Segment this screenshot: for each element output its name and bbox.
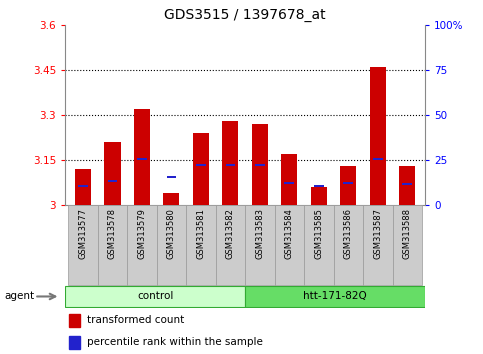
Bar [196,164,206,166]
Text: percentile rank within the sample: percentile rank within the sample [87,337,263,348]
Text: transformed count: transformed count [87,315,184,325]
Bar [334,205,363,285]
Bar [393,205,422,285]
Bar [104,142,120,205]
Bar [75,169,91,205]
Bar [69,314,80,327]
Text: GSM313582: GSM313582 [226,208,235,258]
Bar [108,180,117,182]
Text: htt-171-82Q: htt-171-82Q [303,291,367,302]
Bar [127,205,156,285]
Bar [284,182,294,184]
Bar [65,286,245,307]
Bar [252,124,268,205]
Text: agent: agent [5,291,35,302]
Bar [69,336,80,349]
Bar [373,158,383,160]
Text: GSM313586: GSM313586 [344,208,353,259]
Bar [167,176,176,178]
Bar [137,158,147,160]
Bar [255,164,265,166]
Text: control: control [137,291,173,302]
Text: GSM313577: GSM313577 [78,208,87,259]
Title: GDS3515 / 1397678_at: GDS3515 / 1397678_at [164,8,326,22]
Text: GSM313578: GSM313578 [108,208,117,259]
Bar [222,121,239,205]
Bar [399,166,415,205]
Bar [68,205,98,285]
Bar [215,205,245,285]
Bar [314,185,324,187]
Bar [363,205,393,285]
Text: GSM313580: GSM313580 [167,208,176,258]
Bar [402,183,412,185]
Bar [281,154,298,205]
Text: GSM313584: GSM313584 [285,208,294,258]
Bar [193,133,209,205]
Text: GSM313579: GSM313579 [137,208,146,258]
Bar [370,67,386,205]
Text: GSM313581: GSM313581 [197,208,205,258]
Text: GSM313585: GSM313585 [314,208,323,258]
Bar [340,166,356,205]
Bar [156,205,186,285]
Text: GSM313588: GSM313588 [403,208,412,259]
Bar [304,205,334,285]
Text: GSM313583: GSM313583 [256,208,264,259]
Bar [275,205,304,285]
Bar [134,109,150,205]
Bar [78,185,88,187]
Bar [186,205,215,285]
Bar [98,205,127,285]
Bar [245,205,275,285]
Bar [163,193,180,205]
Bar [245,286,425,307]
Bar [226,164,235,166]
Text: GSM313587: GSM313587 [373,208,383,259]
Bar [343,182,353,184]
Bar [311,187,327,205]
